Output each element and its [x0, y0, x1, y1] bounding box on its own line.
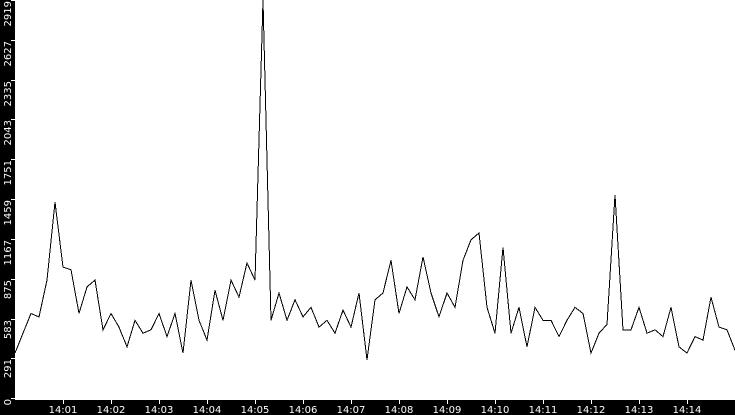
y-tick-label: 2627 — [3, 41, 14, 66]
y-axis-bar — [0, 0, 15, 415]
x-tick-label: 14:14 — [673, 405, 702, 415]
plot-area — [15, 0, 735, 400]
y-tick-label: 583 — [3, 320, 14, 339]
x-tick-label: 14:03 — [145, 405, 174, 415]
x-tick-label: 14:06 — [289, 405, 318, 415]
x-tick-label: 14:13 — [625, 405, 654, 415]
y-tick-label: 0 — [3, 399, 14, 405]
x-tick-label: 14:12 — [577, 405, 606, 415]
y-axis: 0 291 583 875 1167 1459 1751 2043 2335 2627 2919 — [3, 0, 15, 405]
x-tick-label: 14:10 — [481, 405, 510, 415]
x-tick-label: 14:02 — [97, 405, 126, 415]
x-tick-label: 14:08 — [385, 405, 414, 415]
y-tick-label: 2919 — [3, 1, 14, 26]
x-tick-label: 14:05 — [241, 405, 270, 415]
x-tick-label: 14:09 — [433, 405, 462, 415]
series-line — [14, 0, 735, 360]
y-tick-label: 1751 — [3, 160, 14, 185]
x-tick-label: 14:01 — [49, 405, 78, 415]
y-tick-label: 2043 — [3, 120, 14, 145]
y-tick-label: 291 — [3, 359, 14, 378]
x-axis: 14:01 14:02 14:03 14:04 14:05 14:06 14:07 14:08… — [49, 400, 702, 415]
x-tick-label: 14:04 — [193, 405, 222, 415]
x-axis-bar — [0, 400, 735, 415]
x-tick-label: 14:07 — [337, 405, 366, 415]
x-tick-label: 14:11 — [529, 405, 558, 415]
y-tick-label: 1167 — [3, 240, 14, 265]
y-tick-label: 2335 — [3, 81, 14, 106]
y-tick-label: 875 — [3, 280, 14, 299]
y-tick-label: 1459 — [3, 200, 14, 225]
